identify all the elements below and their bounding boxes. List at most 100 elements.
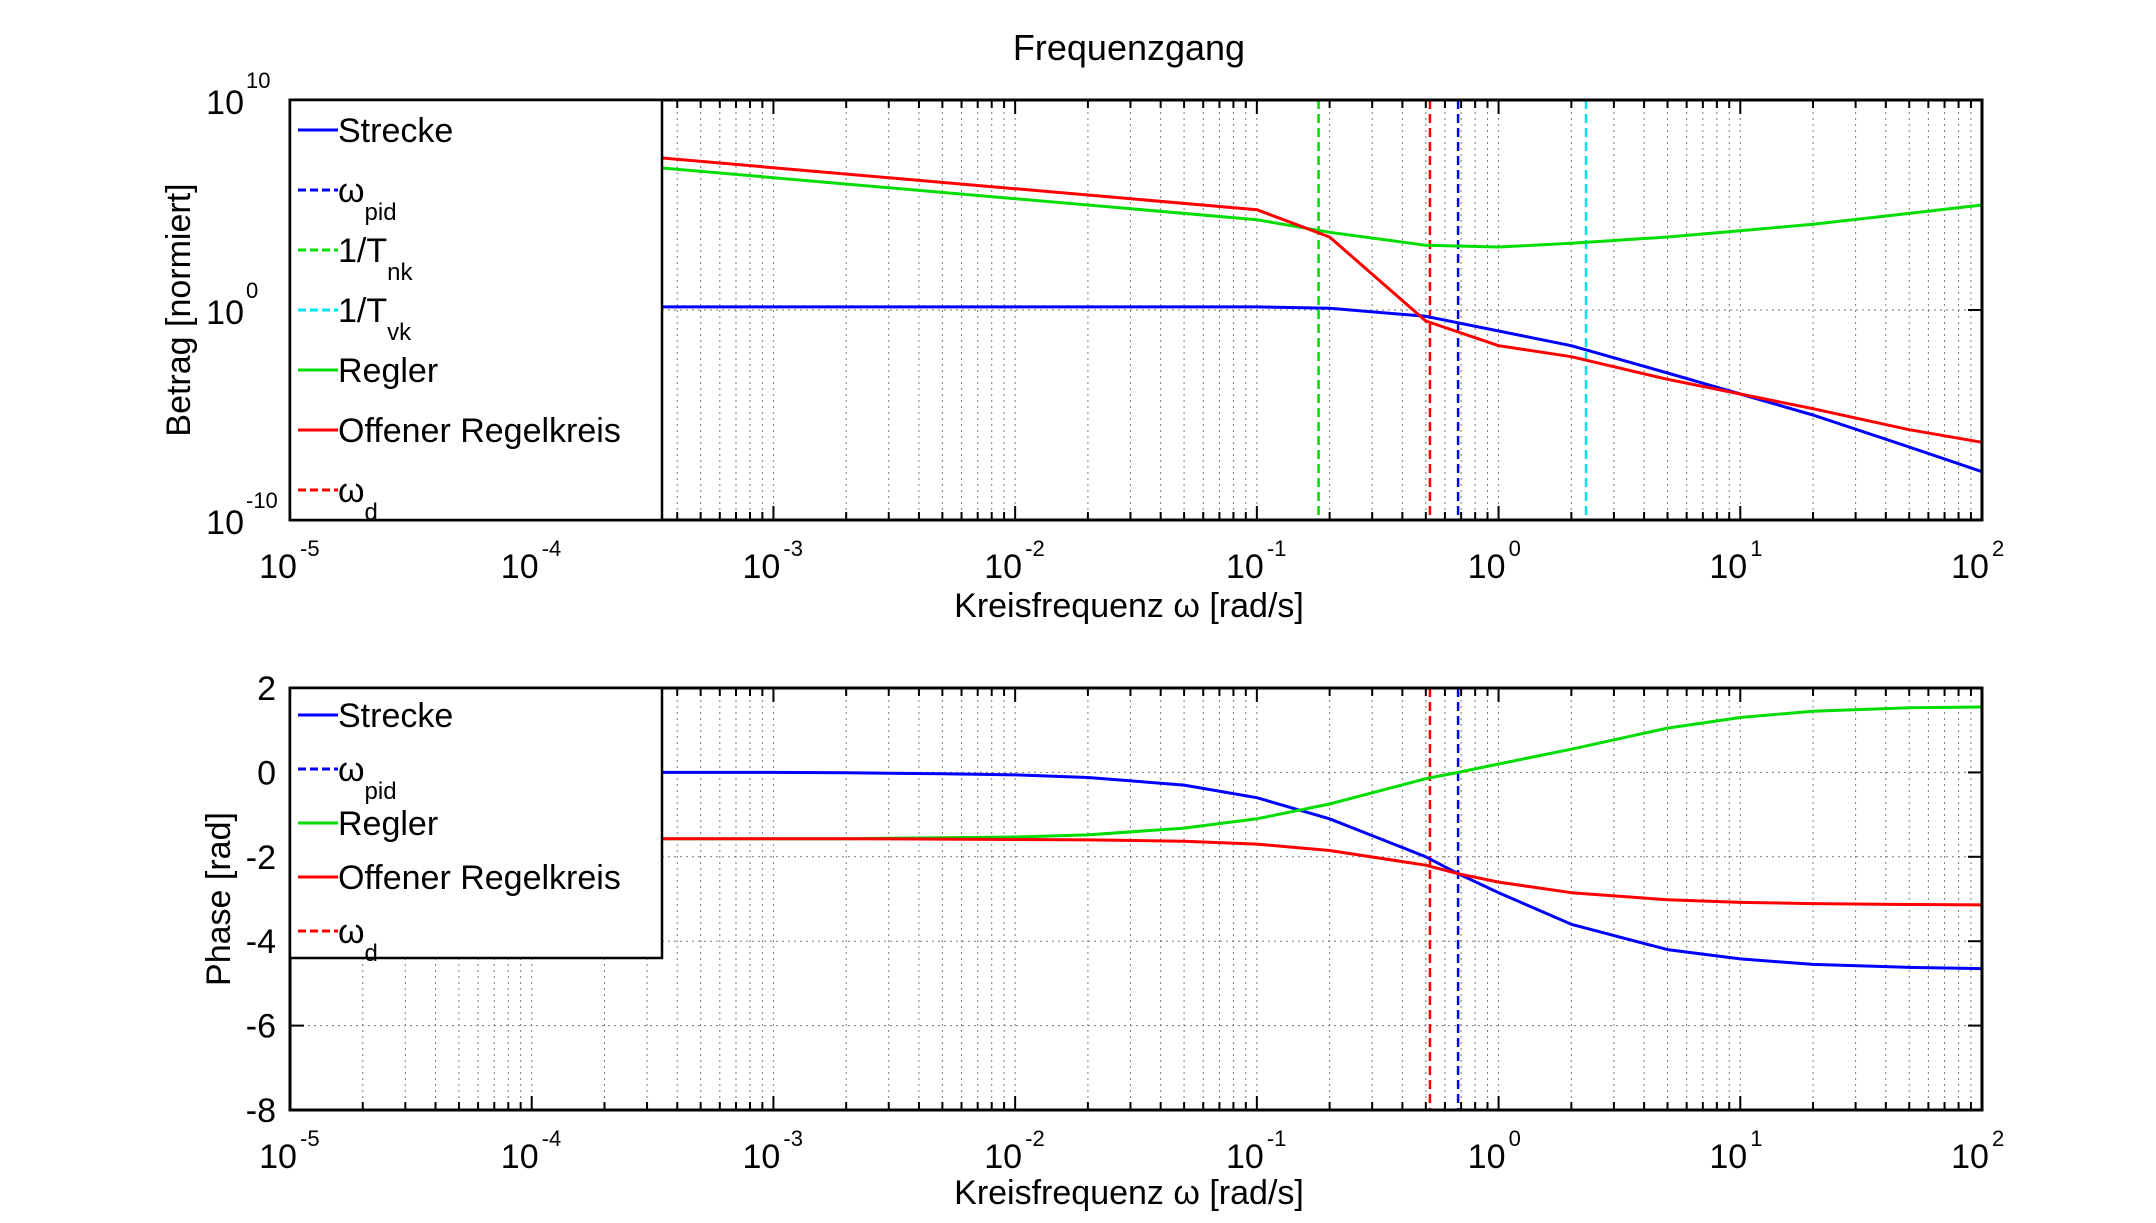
- y-tick-label: -8: [246, 1092, 276, 1130]
- legend-entry: Offener Regelkreis: [298, 412, 621, 450]
- series-line-0: [290, 770, 1983, 971]
- x-tick-base: 10: [743, 548, 781, 586]
- legend-subscript: pid: [365, 778, 397, 805]
- x-tick-exponent: -5: [300, 536, 320, 561]
- legend-subscript: vk: [387, 319, 412, 346]
- legend-label: Regler: [338, 805, 438, 843]
- x-tick-exponent: 0: [1509, 536, 1521, 561]
- x-tick-exponent: -5: [300, 1126, 320, 1151]
- x-tick-base: 10: [1951, 1138, 1989, 1176]
- x-tick-label: 10 -2: [984, 1126, 1044, 1176]
- x-tick-base: 10: [1951, 548, 1989, 586]
- x-tick-exponent: -2: [1025, 536, 1045, 561]
- legend-label: Offener Regelkreis: [338, 859, 621, 897]
- y-tick-label: 100: [206, 278, 258, 332]
- y-tick-label: 0: [257, 754, 276, 792]
- x-tick-base: 10: [984, 1138, 1022, 1176]
- magnitude-axes: 10 -5 10 -4 10 -3 10 -2 10 -1 10 0 10 1 10 2 10-1010010…: [160, 68, 2004, 625]
- legend-entry: Regler: [298, 352, 438, 390]
- x-tick-label: 10 -3: [743, 536, 803, 586]
- x-tick-label: 10 -1: [1226, 1126, 1286, 1176]
- y-tick-base: 0: [257, 754, 276, 792]
- x-tick-label: 10 -2: [984, 536, 1044, 586]
- x-tick-exponent: -1: [1267, 536, 1287, 561]
- series-line-0: [290, 305, 1983, 474]
- y-tick-base: 10: [206, 294, 244, 332]
- x-tick-base: 10: [743, 1138, 781, 1176]
- y-tick-base: 10: [206, 84, 244, 122]
- y-tick-exponent: 0: [246, 278, 258, 303]
- y-tick-label: 10-10: [206, 488, 278, 542]
- legend-label: Strecke: [338, 112, 453, 150]
- legend-subscript: nk: [387, 259, 413, 286]
- y-tick-base: -8: [246, 1092, 276, 1130]
- series-line-2: [289, 124, 1983, 444]
- y-tick-base: 10: [206, 504, 244, 542]
- x-tick-label: 10 -1: [1226, 536, 1286, 586]
- legend-entry: Strecke: [298, 697, 453, 735]
- magnitude-plot-area: [289, 100, 1983, 520]
- x-tick-base: 10: [1468, 1138, 1506, 1176]
- x-tick-label: 10 -4: [501, 536, 561, 586]
- y-tick-base: -2: [246, 839, 276, 877]
- y-tick-base: 2: [257, 670, 276, 708]
- x-tick-label: 10 2: [1951, 536, 2004, 586]
- x-tick-exponent: 1: [1750, 1126, 1762, 1151]
- y-tick-base: -6: [246, 1008, 276, 1046]
- x-tick-label: 10 2: [1951, 1126, 2004, 1176]
- y-tick-label: -2: [246, 839, 276, 877]
- x-tick-base: 10: [259, 548, 297, 586]
- x-tick-base: 10: [1468, 548, 1506, 586]
- legend-label: Regler: [338, 352, 438, 390]
- magnitude-x-ticks: 10 -5 10 -4 10 -3 10 -2 10 -1 10 0 10 1 10 2: [259, 536, 2004, 586]
- legend-box: [288, 686, 664, 960]
- x-tick-label: 10 -4: [501, 1126, 561, 1176]
- legend-entry: Strecke: [298, 112, 453, 150]
- x-tick-base: 10: [1226, 1138, 1264, 1176]
- x-tick-exponent: -4: [542, 1126, 562, 1151]
- y-tick-label: 2: [257, 670, 276, 708]
- legend-entry: Regler: [298, 805, 438, 843]
- y-tick-exponent: -10: [246, 488, 278, 513]
- phase-x-ticks: 10 -5 10 -4 10 -3 10 -2 10 -1 10 0 10 1 10 2: [259, 1126, 2004, 1176]
- x-tick-exponent: -1: [1267, 1126, 1287, 1151]
- x-tick-exponent: 1: [1750, 536, 1762, 561]
- legend-entry: Offener Regelkreis: [298, 859, 621, 897]
- series-line-2: [290, 837, 1983, 907]
- x-tick-exponent: -3: [783, 1126, 803, 1151]
- magnitude-x-axis-label: Kreisfrequenz ω [rad/s]: [954, 587, 1304, 625]
- series-line-1: [289, 134, 1983, 249]
- x-tick-base: 10: [1709, 1138, 1747, 1176]
- x-tick-exponent: 2: [1992, 536, 2004, 561]
- x-tick-exponent: -4: [542, 536, 562, 561]
- x-tick-base: 10: [259, 1138, 297, 1176]
- phase-y-ticks: 2 0 -2 -4 -6 -8: [246, 670, 276, 1130]
- x-tick-base: 10: [501, 1138, 539, 1176]
- x-tick-base: 10: [501, 548, 539, 586]
- x-tick-label: 10 -3: [743, 1126, 803, 1176]
- legend-label: Offener Regelkreis: [338, 412, 621, 450]
- x-tick-exponent: 0: [1509, 1126, 1521, 1151]
- x-tick-label: 10 -5: [259, 536, 319, 586]
- y-tick-label: -4: [246, 923, 276, 961]
- legend-subscript: pid: [365, 199, 397, 226]
- legend-subscript: d: [365, 940, 378, 967]
- phase-x-axis-label: Kreisfrequenz ω [rad/s]: [954, 1174, 1304, 1212]
- phase-axes: 10 -5 10 -4 10 -3 10 -2 10 -1 10 0 10 1 10 2 20-2-4-6-8…: [200, 670, 2004, 1212]
- y-tick-label: -6: [246, 1008, 276, 1046]
- x-tick-exponent: -3: [783, 536, 803, 561]
- legend-label: Strecke: [338, 697, 453, 735]
- x-tick-label: 10 -5: [259, 1126, 319, 1176]
- y-tick-exponent: 10: [246, 68, 270, 93]
- x-tick-label: 10 1: [1709, 536, 1762, 586]
- x-tick-label: 10 1: [1709, 1126, 1762, 1176]
- x-tick-label: 10 0: [1468, 536, 1521, 586]
- x-tick-label: 10 0: [1468, 1126, 1521, 1176]
- legend-box: [288, 98, 664, 522]
- x-tick-base: 10: [1226, 548, 1264, 586]
